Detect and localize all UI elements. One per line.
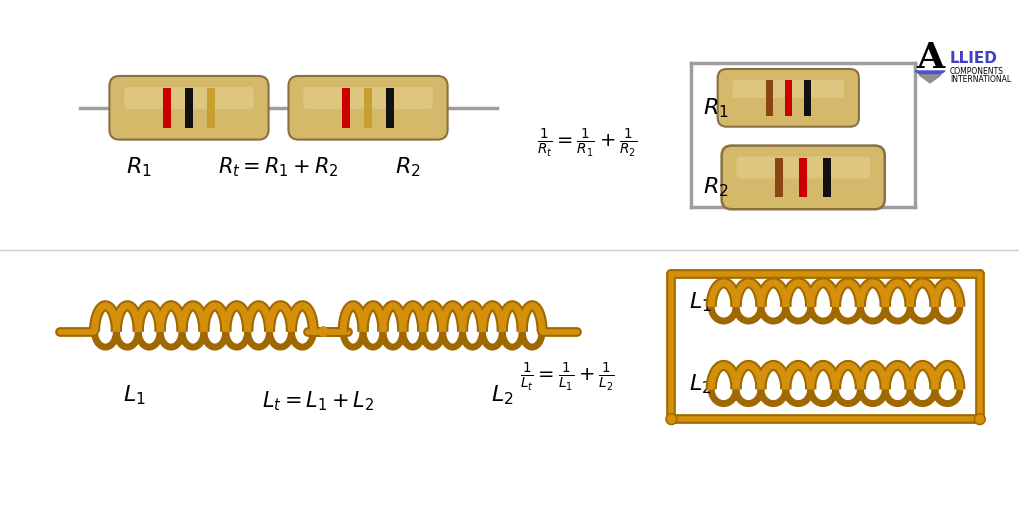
FancyBboxPatch shape [110, 76, 268, 140]
Bar [800, 158, 807, 197]
Text: $L_2$: $L_2$ [689, 373, 712, 396]
Polygon shape [920, 75, 941, 83]
Circle shape [974, 414, 985, 424]
Circle shape [976, 415, 984, 423]
Bar [386, 88, 394, 127]
FancyBboxPatch shape [124, 87, 254, 109]
Text: $R_2$: $R_2$ [395, 156, 421, 179]
Bar [766, 80, 773, 116]
Circle shape [318, 327, 328, 336]
Bar [365, 88, 372, 127]
Bar [775, 158, 783, 197]
Text: A: A [916, 41, 944, 75]
Text: $R_2$: $R_2$ [703, 176, 729, 199]
Text: $\frac{1}{R_t}=\frac{1}{R_1}+\frac{1}{R_2}$: $\frac{1}{R_t}=\frac{1}{R_1}+\frac{1}{R_… [537, 126, 637, 159]
Bar [163, 88, 171, 127]
Text: $L_t=L_1+L_2$: $L_t=L_1+L_2$ [262, 390, 375, 413]
FancyBboxPatch shape [736, 157, 869, 178]
Text: INTERNATIONAL: INTERNATIONAL [950, 75, 1011, 84]
Bar [185, 88, 193, 127]
Text: $R_t=R_1+R_2$: $R_t=R_1+R_2$ [218, 156, 339, 179]
Text: $\frac{1}{L_t}=\frac{1}{L_1}+\frac{1}{L_2}$: $\frac{1}{L_t}=\frac{1}{L_1}+\frac{1}{L_… [519, 360, 614, 393]
Text: $L_2$: $L_2$ [490, 383, 514, 407]
FancyBboxPatch shape [303, 87, 433, 109]
Circle shape [668, 415, 676, 423]
Circle shape [318, 327, 328, 336]
FancyBboxPatch shape [718, 69, 859, 126]
Text: $R_1$: $R_1$ [126, 156, 153, 179]
Circle shape [666, 414, 677, 424]
FancyBboxPatch shape [732, 80, 844, 98]
Text: $L_1$: $L_1$ [689, 290, 712, 313]
Bar [823, 158, 831, 197]
Text: LLIED: LLIED [950, 51, 997, 66]
FancyBboxPatch shape [289, 76, 447, 140]
Bar [342, 88, 350, 127]
Bar [804, 80, 811, 116]
Text: $R_1$: $R_1$ [703, 96, 729, 120]
Text: COMPONENTS: COMPONENTS [950, 68, 1004, 76]
FancyBboxPatch shape [722, 145, 885, 209]
Bar [784, 80, 792, 116]
Bar [207, 88, 215, 127]
Text: $L_1$: $L_1$ [123, 383, 145, 407]
Polygon shape [915, 71, 945, 81]
